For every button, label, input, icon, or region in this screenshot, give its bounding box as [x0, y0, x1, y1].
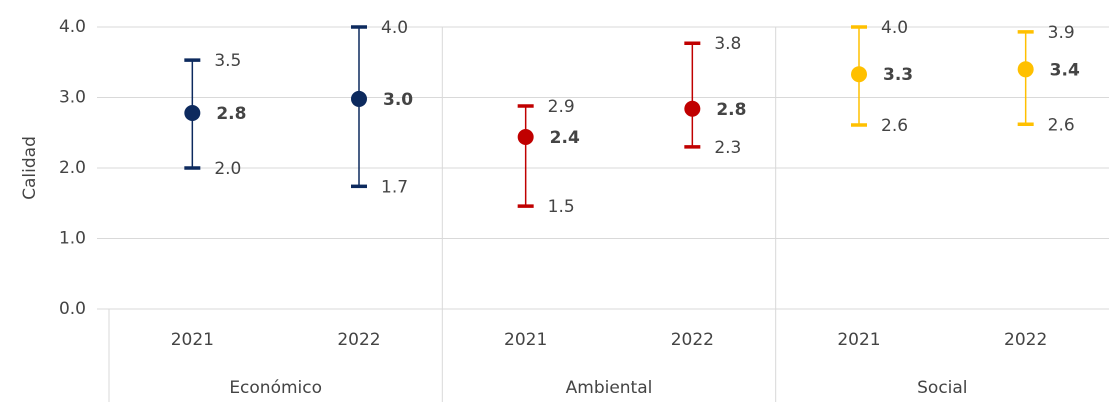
- low-label: 1.7: [381, 177, 408, 197]
- value-label: 3.0: [383, 90, 413, 110]
- mean-point: [851, 66, 867, 83]
- value-label: 2.8: [716, 100, 746, 120]
- y-tick-label: 2.0: [59, 158, 86, 178]
- x-tick-label: 2022: [1004, 330, 1047, 350]
- mean-point: [1017, 61, 1034, 78]
- x-tick-label: 2022: [671, 330, 714, 350]
- value-label: 3.3: [883, 65, 913, 85]
- mean-point: [351, 90, 367, 107]
- y-tick-label: 4.0: [59, 17, 86, 37]
- group-label: Económico: [229, 378, 322, 398]
- group-label: Ambiental: [566, 378, 653, 398]
- value-label: 3.4: [1050, 60, 1080, 80]
- mean-point: [184, 105, 201, 122]
- y-tick-label: 3.0: [59, 88, 86, 108]
- mean-point: [684, 100, 701, 117]
- y-tick-label: 1.0: [59, 229, 86, 249]
- high-label: 2.9: [548, 97, 575, 117]
- x-tick-label: 2022: [337, 330, 380, 350]
- low-label: 1.5: [548, 197, 575, 217]
- x-tick-label: 2021: [837, 330, 880, 350]
- high-label: 4.0: [881, 18, 908, 38]
- y-tick-label: 0.0: [59, 299, 86, 319]
- value-label: 2.4: [550, 128, 580, 148]
- high-label: 3.8: [714, 34, 741, 54]
- low-label: 2.3: [714, 138, 741, 158]
- low-label: 2.0: [214, 159, 241, 179]
- x-tick-label: 2021: [171, 330, 214, 350]
- low-label: 2.6: [1048, 115, 1075, 135]
- mean-point: [517, 128, 534, 145]
- y-axis-label: Calidad: [20, 136, 40, 200]
- high-label: 3.5: [214, 51, 241, 71]
- high-label: 4.0: [381, 18, 408, 38]
- high-label: 3.9: [1048, 23, 1075, 43]
- low-label: 2.6: [881, 116, 908, 136]
- group-label: Social: [917, 378, 967, 398]
- value-label: 2.8: [216, 104, 246, 124]
- x-tick-label: 2021: [504, 330, 547, 350]
